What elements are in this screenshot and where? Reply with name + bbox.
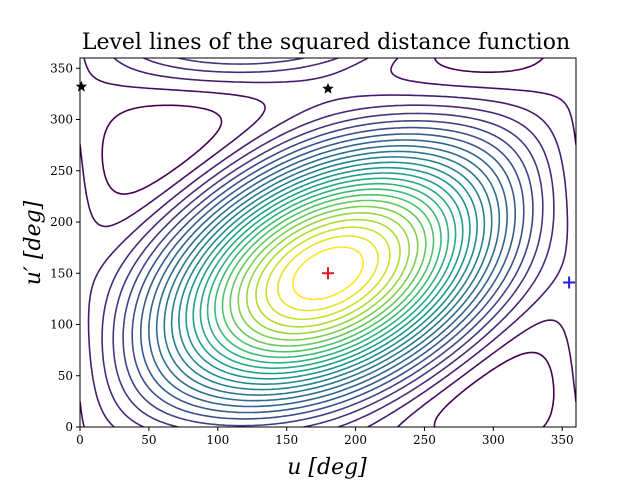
contour-level-line <box>199 177 457 369</box>
contour-level-line <box>87 58 569 427</box>
y-tick-label: 100 <box>50 318 73 332</box>
contour-level-line <box>206 182 450 364</box>
y-axis: 0 50 100 150 200 250 300 350 <box>50 61 80 434</box>
contour-level-line <box>101 58 555 427</box>
contour-level-line <box>246 212 410 335</box>
plus-marker <box>563 276 576 289</box>
contour-level-line <box>163 150 493 396</box>
contour-level-line <box>221 193 435 353</box>
x-tick-label: 200 <box>344 433 367 447</box>
contour-level-line <box>192 172 464 375</box>
x-tick-label: 50 <box>141 433 156 447</box>
contour-level-line <box>140 133 516 414</box>
x-tick-label: 250 <box>413 433 436 447</box>
contour-level-line <box>112 58 544 427</box>
y-tick-label: 50 <box>58 369 73 383</box>
x-axis: 0 50 100 150 200 250 300 350 <box>76 427 574 447</box>
contour-level-line <box>292 246 364 301</box>
x-tick-label: 350 <box>551 433 574 447</box>
contour-level-line <box>214 188 442 359</box>
contour-level-line <box>185 166 471 380</box>
contour-level-line <box>277 235 379 312</box>
y-tick-label: 0 <box>65 420 73 434</box>
star-marker <box>322 82 334 94</box>
x-axis-label: u [deg] <box>287 455 367 480</box>
contour-level-line <box>155 145 501 402</box>
y-tick-label: 350 <box>50 61 73 75</box>
contour-level-line <box>265 226 391 321</box>
y-tick-label: 250 <box>50 164 73 178</box>
contour-level-line <box>122 120 534 427</box>
contour-level-line <box>148 139 508 408</box>
y-tick-label: 300 <box>50 113 73 127</box>
x-tick-label: 150 <box>275 433 298 447</box>
x-tick-label: 0 <box>76 433 84 447</box>
y-tick-label: 150 <box>50 266 73 280</box>
contour-level-line <box>255 218 401 328</box>
plot-frame <box>79 57 577 428</box>
x-tick-label: 300 <box>482 433 505 447</box>
contour-lines <box>80 58 576 427</box>
chart-title: Level lines of the squared distance func… <box>82 30 570 55</box>
contour-level-line <box>170 156 486 391</box>
x-tick-label: 100 <box>206 433 229 447</box>
y-tick-label: 200 <box>50 215 73 229</box>
y-axis-label: u′ [deg] <box>21 200 46 285</box>
plot-area <box>75 57 577 428</box>
star-marker <box>75 80 88 92</box>
contour-level-line <box>237 205 419 341</box>
contour-level-line <box>80 58 576 427</box>
markers <box>75 80 576 289</box>
contour-level-line <box>229 199 427 347</box>
contour-level-line <box>101 58 555 427</box>
plus-marker <box>322 267 334 280</box>
contour-level-line <box>131 126 525 420</box>
contour-level-line <box>178 161 478 385</box>
